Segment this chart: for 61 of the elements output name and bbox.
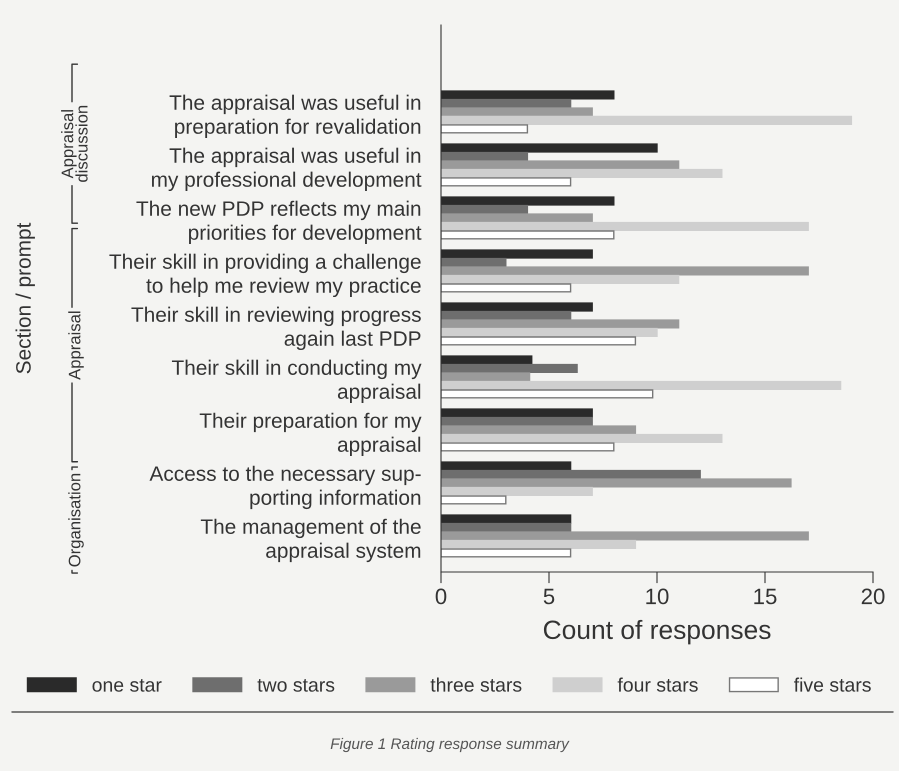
bar — [441, 389, 654, 399]
y-tick-label: The new PDP reflects my main priorities for development — [136, 200, 422, 244]
y-tick-label: Their skill in conducting my appraisal — [172, 360, 422, 404]
bar — [441, 168, 722, 178]
x-axis-title: Count of responses — [544, 620, 770, 644]
caption: Figure 1 Rating response summary — [330, 738, 570, 752]
y-tick-label: Their skill in reviewing progress again last PDP — [131, 306, 421, 350]
bar — [441, 495, 506, 505]
legend-label: three stars — [430, 678, 522, 692]
legend-label: four stars — [618, 678, 698, 692]
bar — [441, 116, 852, 126]
bar — [441, 222, 809, 232]
legend-label: one star — [92, 679, 162, 692]
bar — [441, 266, 809, 276]
x-tick-label: 5 — [544, 588, 554, 604]
bar — [441, 531, 809, 541]
bar — [441, 372, 530, 382]
bar — [441, 425, 636, 435]
bar — [441, 204, 528, 214]
bar — [441, 442, 614, 452]
bar — [441, 486, 593, 496]
x-tick-label: 0 — [436, 588, 446, 604]
bar — [441, 230, 614, 240]
y-tick-label: The appraisal was useful in preparation for revalidation — [170, 94, 420, 138]
x-tick-label: 15 — [754, 588, 776, 604]
bar — [441, 274, 680, 284]
bar — [441, 380, 842, 390]
legend-label: two stars — [257, 679, 334, 692]
bar — [441, 434, 722, 444]
text: Organisation — [68, 474, 84, 567]
bar — [441, 283, 572, 292]
y-tick-label: Access to the necessary sup- porting information — [150, 466, 421, 510]
y-tick-label: The management of the appraisal system — [200, 518, 421, 562]
bar — [441, 98, 572, 108]
text: Appraisal discussion — [61, 106, 88, 182]
bar — [441, 328, 658, 338]
x-tick-label: 10 — [646, 588, 668, 604]
y-tick-label: Their skill in providing a challenge to help me review my practice — [109, 254, 421, 298]
bar — [441, 160, 680, 170]
bar — [441, 107, 593, 117]
bar — [441, 470, 701, 480]
bar — [441, 310, 572, 320]
bar — [441, 548, 572, 558]
legend-label: five stars — [794, 678, 871, 692]
bar — [441, 152, 528, 162]
bar — [441, 213, 593, 223]
y-axis-title: Section / prompt — [16, 222, 35, 374]
text: Appraisal — [68, 312, 84, 380]
bar — [441, 124, 528, 134]
bar — [441, 258, 506, 268]
bar — [441, 336, 636, 346]
y-tick-label: Their preparation for my appraisal — [200, 412, 422, 456]
bar — [441, 364, 578, 374]
bar — [441, 177, 572, 186]
y-tick-label: The appraisal was useful in my professional development — [152, 148, 422, 192]
bar — [441, 416, 593, 426]
bar — [441, 319, 680, 329]
bar — [441, 540, 636, 550]
bar — [441, 522, 572, 532]
bar — [441, 478, 792, 488]
x-tick-label: 20 — [862, 588, 884, 604]
